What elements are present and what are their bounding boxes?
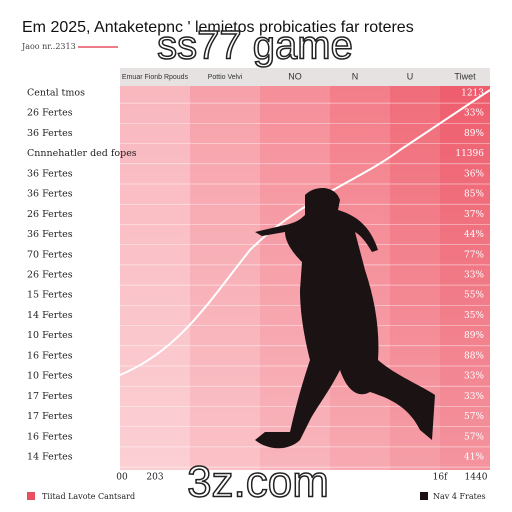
player-silhouette bbox=[255, 188, 435, 449]
row-value: 85% bbox=[464, 190, 484, 200]
row-value: 36% bbox=[464, 169, 484, 179]
row-label: 17 Fertes bbox=[27, 391, 73, 402]
row-label: 14 Fertes bbox=[27, 452, 73, 463]
watermark-bottom: 3z.com bbox=[187, 458, 329, 507]
row-label: Cental tmos bbox=[27, 88, 85, 99]
row-label: 26 Fertes bbox=[27, 209, 73, 220]
row-value: 57% bbox=[464, 432, 484, 442]
subtitle: Jaoo nr..2313 bbox=[21, 42, 76, 51]
row-label: 70 Fertes bbox=[27, 249, 73, 260]
legend-swatch bbox=[27, 492, 35, 500]
legend-label: Tiitad Lavote Cantsard bbox=[42, 492, 135, 501]
column-header: Pottio Velvi bbox=[208, 74, 243, 81]
x-axis-label: 16f bbox=[433, 473, 448, 483]
row-value: 33% bbox=[464, 372, 484, 382]
row-value: 88% bbox=[464, 351, 484, 361]
column-header: Tiwet bbox=[454, 71, 476, 81]
column-header: N bbox=[352, 71, 359, 81]
row-value: 37% bbox=[464, 210, 484, 220]
row-label: 14 Fertes bbox=[27, 310, 73, 321]
row-label: 36 Fertes bbox=[27, 128, 73, 139]
column-header: Emuar Fionb Rpouds bbox=[122, 74, 189, 81]
x-axis-label: 1440 bbox=[465, 473, 488, 483]
row-label: 36 Fertes bbox=[27, 168, 73, 179]
row-value: 44% bbox=[464, 230, 484, 240]
row-label: 26 Fertes bbox=[27, 270, 73, 281]
row-value: 77% bbox=[464, 250, 484, 260]
row-label: 10 Fertes bbox=[27, 371, 73, 382]
row-label: 10 Fertes bbox=[27, 330, 73, 341]
row-value: 33% bbox=[464, 271, 484, 281]
row-value: 35% bbox=[464, 311, 484, 321]
column-header: U bbox=[407, 71, 414, 81]
row-label: 16 Fertes bbox=[27, 350, 73, 361]
title: Em 2025, Antaketepnc ' lemietos probicat… bbox=[22, 19, 414, 36]
row-value: 1213 bbox=[461, 89, 484, 99]
row-label: 36 Fertes bbox=[27, 229, 73, 240]
row-value: 11396 bbox=[455, 149, 484, 159]
column-header: NO bbox=[288, 71, 302, 81]
row-label: 17 Fertes bbox=[27, 411, 73, 422]
watermark-top: ss77 game bbox=[157, 24, 353, 68]
row-value: 89% bbox=[464, 331, 484, 341]
row-value: 33% bbox=[464, 109, 484, 119]
row-value: 89% bbox=[464, 129, 484, 139]
row-label: 26 Fertes bbox=[27, 108, 73, 119]
row-label: 16 Fertes bbox=[27, 431, 73, 442]
row-value: 33% bbox=[464, 392, 484, 402]
legend-swatch bbox=[420, 492, 428, 500]
row-label: 36 Fertes bbox=[27, 189, 73, 200]
row-label: 15 Fertes bbox=[27, 290, 73, 301]
x-axis-label: 00 bbox=[116, 473, 128, 483]
legend-label: Nav 4 Frates bbox=[433, 492, 486, 501]
x-axis-label: 203 bbox=[146, 473, 163, 483]
row-value: 55% bbox=[464, 291, 484, 301]
row-value: 57% bbox=[464, 412, 484, 422]
row-label: Cnnnehatler ded fopes bbox=[27, 148, 137, 159]
row-value: 41% bbox=[464, 453, 484, 463]
